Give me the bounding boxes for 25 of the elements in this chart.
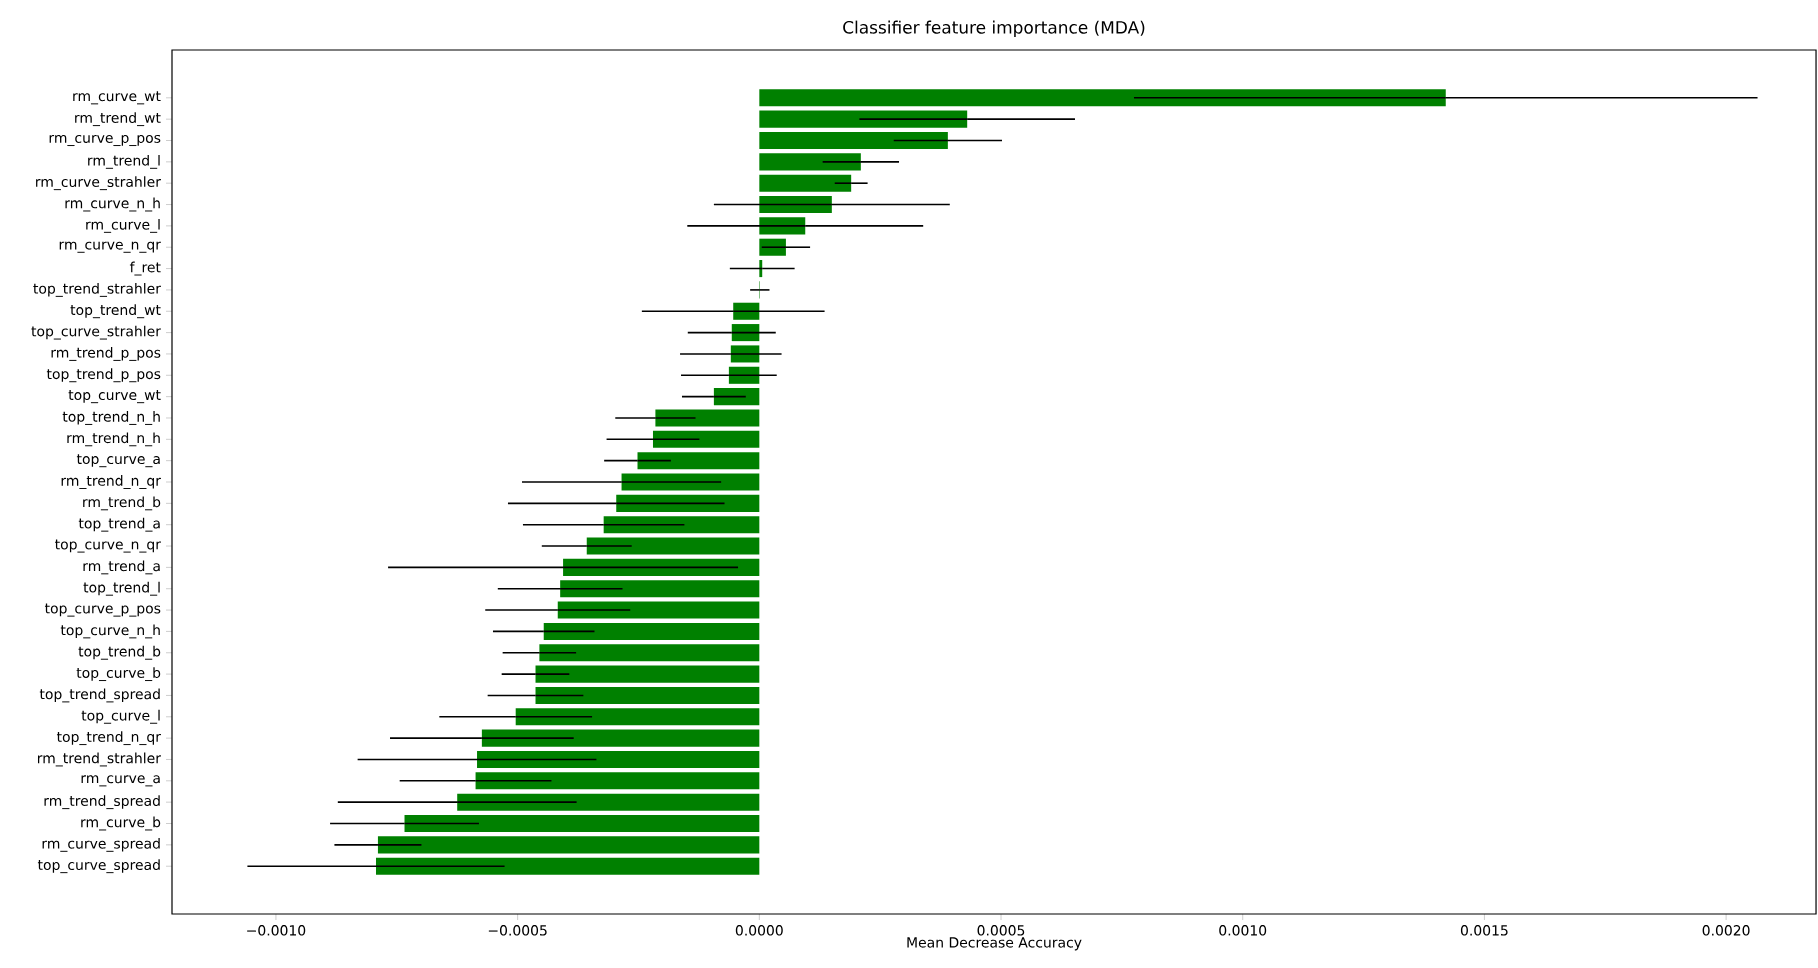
bar <box>759 89 1446 107</box>
bar <box>543 622 760 640</box>
chart-title: Classifier feature importance (MDA) <box>843 20 1145 37</box>
bar <box>637 452 760 470</box>
bar <box>515 708 760 726</box>
bar <box>557 601 760 619</box>
bar <box>481 729 760 747</box>
bar <box>475 772 760 790</box>
bar <box>652 430 760 448</box>
bar <box>377 836 760 854</box>
bar <box>457 793 760 811</box>
bar <box>759 153 861 171</box>
bar <box>404 814 760 833</box>
bar <box>759 131 948 150</box>
bar <box>731 324 760 342</box>
bar <box>477 750 760 769</box>
bar <box>535 665 760 683</box>
bar <box>560 580 760 598</box>
bar <box>539 644 760 662</box>
bar <box>375 857 760 875</box>
bar <box>535 686 760 704</box>
bar <box>586 537 760 555</box>
bar <box>759 174 852 192</box>
bar <box>759 195 832 214</box>
bar <box>655 409 760 427</box>
